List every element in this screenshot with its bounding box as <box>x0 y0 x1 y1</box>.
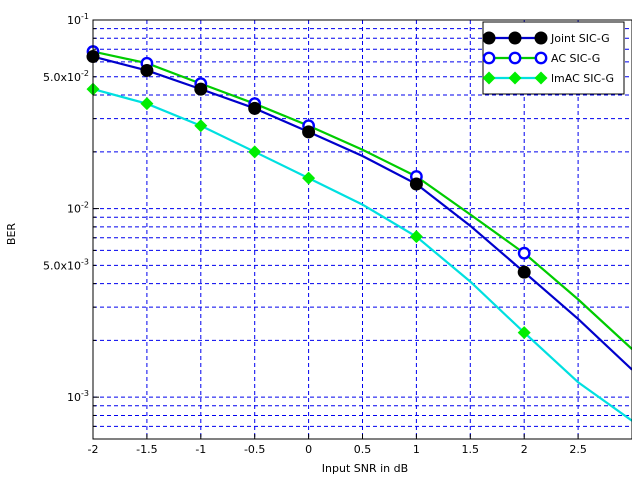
x-tick-label: -1.5 <box>136 443 157 456</box>
x-tick-label: 1.5 <box>462 443 480 456</box>
legend-marker-0 <box>534 31 548 45</box>
y-tick-label: 5.0x10-3 <box>43 257 89 272</box>
series-line-0 <box>92 55 632 371</box>
y-tick-label: 10-3 <box>67 389 89 404</box>
legend-label-0: Joint SIC-G <box>550 32 610 45</box>
series-line-1 <box>92 50 632 350</box>
x-tick-label: 1 <box>413 443 420 456</box>
series-marker-2 <box>517 326 531 340</box>
x-tick-label: 2.5 <box>569 443 587 456</box>
x-axis-label: Input SNR in dB <box>322 462 408 475</box>
y-axis-label: BER <box>5 223 18 245</box>
series-marker-0 <box>302 125 316 139</box>
series-marker-1 <box>517 246 531 260</box>
series-marker-2 <box>140 97 154 111</box>
x-tick-label: -0.5 <box>244 443 265 456</box>
legend-marker-2 <box>534 71 548 85</box>
series-marker-2 <box>302 171 316 185</box>
x-tick-labels: -2 -1.5 -1 -0.5 0 0.5 1 1.5 2 2.5 <box>88 443 587 456</box>
x-tick-label: 2 <box>521 443 528 456</box>
series-layer <box>86 45 632 422</box>
x-tick-label: 0 <box>305 443 312 456</box>
legend-marker-1 <box>508 51 522 65</box>
series-marker-2 <box>194 119 208 133</box>
y-tick-label: 10-2 <box>67 201 89 216</box>
y-tick-label: 5.0x10-2 <box>43 69 89 84</box>
series-marker-0 <box>409 177 423 191</box>
legend-label-1: AC SIC-G <box>551 52 600 65</box>
legend-label-2: lmAC SIC-G <box>551 72 614 85</box>
legend-marker-1 <box>534 51 548 65</box>
series-marker-0 <box>517 265 531 279</box>
series-marker-0 <box>248 101 262 115</box>
series-marker-2 <box>409 230 423 244</box>
legend-marker-0 <box>482 31 496 45</box>
series-line-2 <box>92 88 632 422</box>
legend: Joint SIC-G AC SIC-G lmAC SIC-G <box>482 21 625 95</box>
x-tick-label: -1 <box>195 443 206 456</box>
series-marker-0 <box>140 63 154 77</box>
x-tick-label: -2 <box>88 443 99 456</box>
legend-marker-1 <box>482 51 496 65</box>
y-tick-labels: 10-1 5.0x10-2 10-2 5.0x10-3 10-3 <box>43 12 89 404</box>
legend-marker-2 <box>482 71 496 85</box>
series-marker-0 <box>194 82 208 96</box>
legend-marker-2 <box>508 71 522 85</box>
axis-ticks-layer <box>92 19 579 440</box>
y-tick-label: 10-1 <box>67 12 89 27</box>
series-marker-2 <box>248 145 262 159</box>
x-tick-label: 0.5 <box>354 443 372 456</box>
legend-marker-0 <box>508 31 522 45</box>
